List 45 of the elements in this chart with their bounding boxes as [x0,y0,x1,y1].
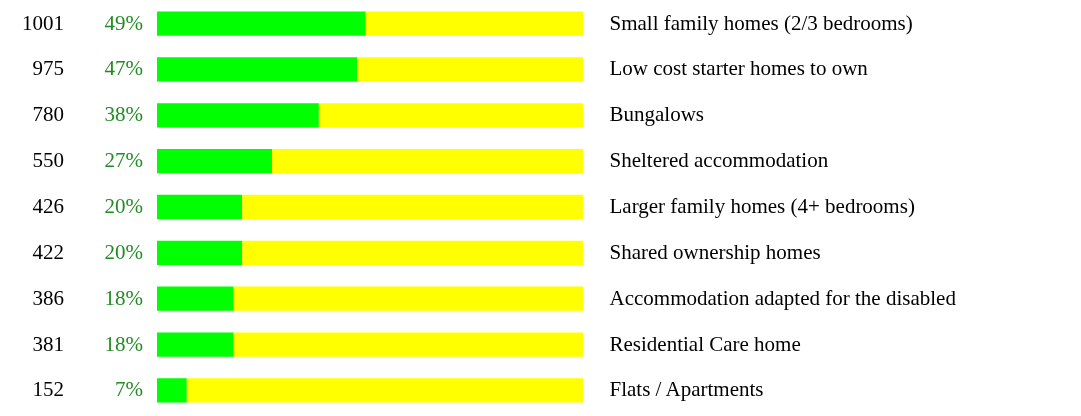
y-tick-label: Residential Care home [609,331,801,356]
bar [272,149,583,174]
data-label: 7% [115,377,143,402]
bar [157,240,243,265]
y-tick-label: Flats / Apartments [609,377,764,402]
text: 422 [32,239,64,264]
y-tick-label: Small family homes (2/3 bedrooms) [609,10,913,35]
bar [157,103,319,128]
bar [365,11,583,36]
data-label: 20% [104,239,143,264]
y-tick-label: Accommodation adapted for the disabled [609,285,957,310]
text: 550 [32,148,64,173]
data-label: 18% [104,331,143,356]
data-label: 20% [104,194,143,218]
data-label: 27% [104,148,143,173]
bar [157,57,358,82]
bar [357,57,583,82]
text: 780 [32,102,64,127]
bar [157,149,273,174]
data-label: 38% [104,102,143,127]
y-tick-label: Low cost starter homes to own [609,56,869,81]
bar [157,11,366,36]
bar [233,332,583,357]
text: 381 [32,331,64,356]
bar [157,194,243,220]
text: 386 [32,285,64,310]
text: 975 [32,56,64,81]
bar [242,194,583,220]
data-label: 47% [104,56,143,81]
data-label: 18% [104,285,143,310]
bar [157,378,187,403]
bar [242,240,583,265]
bar [233,286,583,311]
bar [157,332,234,357]
y-tick-label: Bungalows [609,102,704,127]
y-tick-label: Sheltered accommodation [609,148,829,173]
data-label: 49% [104,10,143,35]
y-tick-label: Larger family homes (4+ bedrooms) [609,194,915,218]
text: 1001 [22,10,64,35]
text: 152 [32,377,64,402]
bar [157,286,234,311]
bar [186,378,583,403]
y-tick-label: Shared ownership homes [609,239,821,264]
text: 426 [32,194,64,218]
bar [318,103,583,128]
